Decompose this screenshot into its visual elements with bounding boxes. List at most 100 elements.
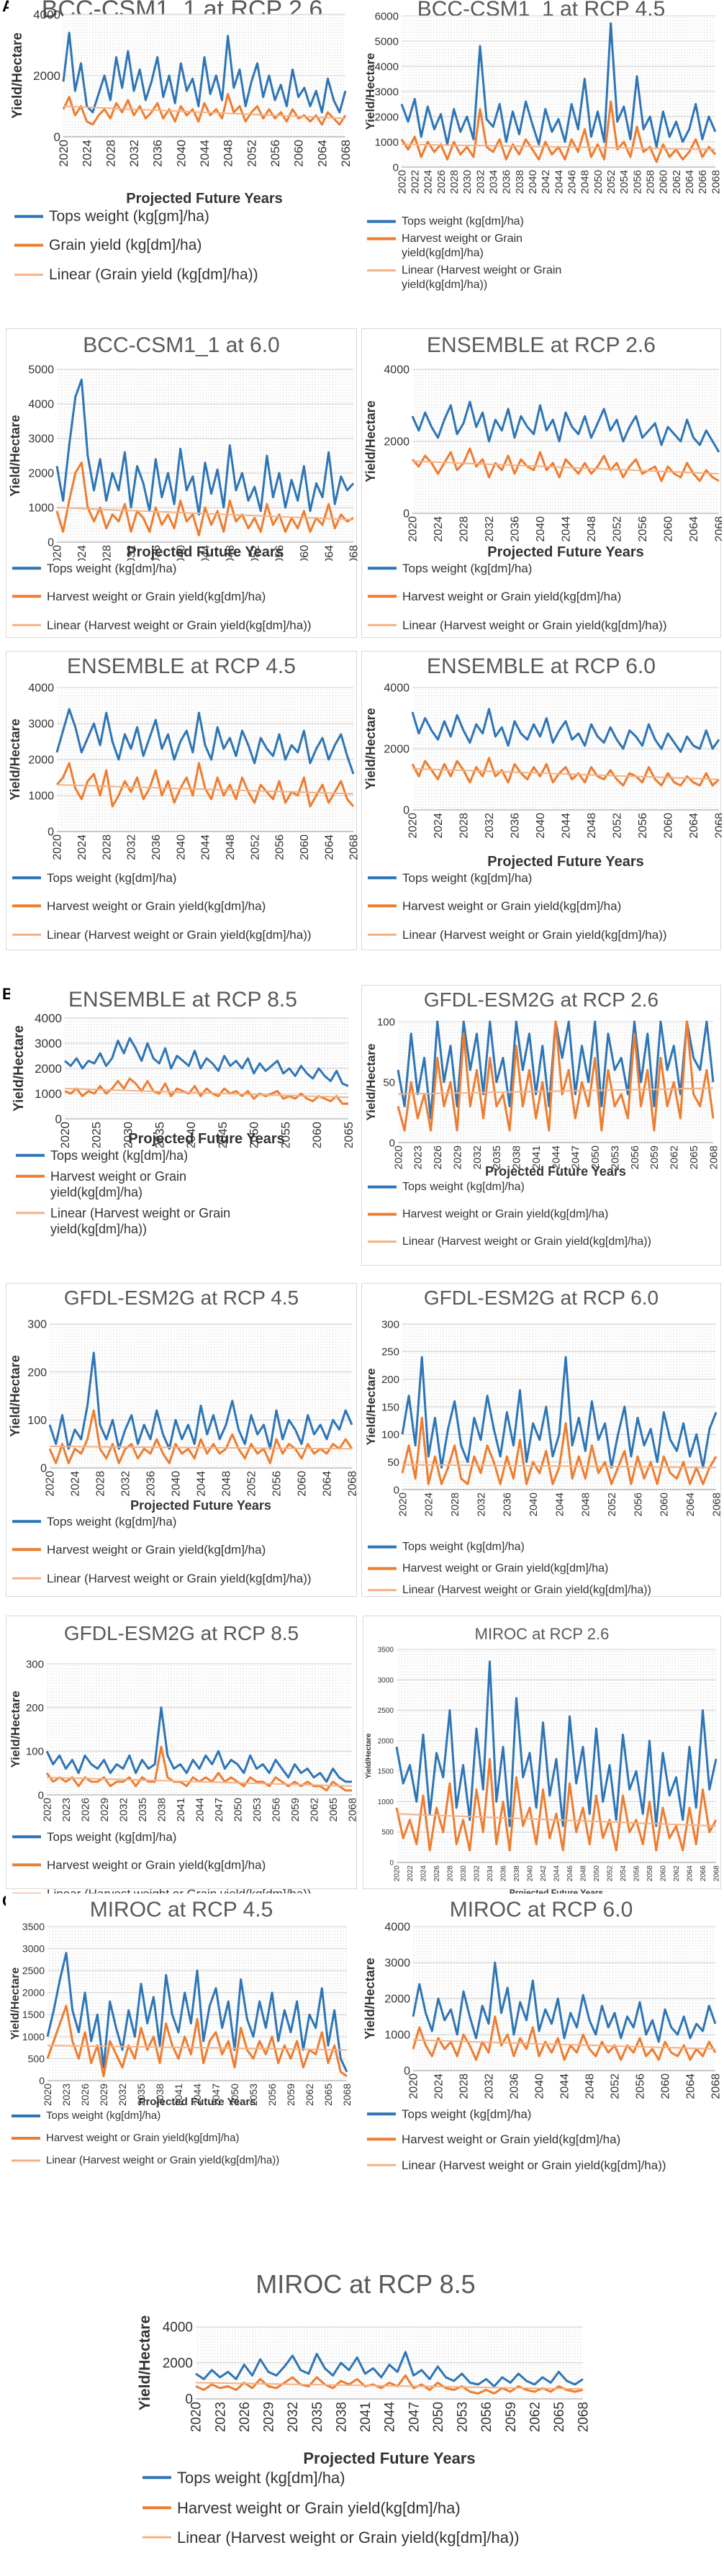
y-axis-label: Yield/Hectare bbox=[363, 1958, 377, 2039]
legend-label: Tops weight (kg[dm]/ha) bbox=[402, 215, 524, 228]
legend-item-linear: Linear (Harvest weight or Grain yield(kg… bbox=[142, 2528, 589, 2548]
x-tick-label: 2040 bbox=[527, 170, 539, 194]
series-line-linear bbox=[49, 1446, 353, 1450]
x-tick-label: 2053 bbox=[609, 1145, 621, 1169]
series-line-tops bbox=[64, 1037, 349, 1087]
x-tick-label: 2034 bbox=[487, 1865, 494, 1882]
series-line-grain bbox=[195, 2374, 584, 2395]
legend-item-linear: Linear (Harvest weight or Grain yield(kg… bbox=[12, 1571, 350, 1586]
x-tick-label: 2032 bbox=[127, 140, 141, 167]
x-tick-label: 2040 bbox=[527, 1865, 535, 1882]
x-tick-label: 2020 bbox=[394, 1865, 402, 1882]
y-tick-label: 4000 bbox=[384, 683, 409, 695]
x-axis-label: Projected Future Years bbox=[130, 1498, 271, 1513]
legend-item-tops: Tops weight (kg[dm]/ha) bbox=[12, 1514, 350, 1529]
x-tick-label: 2032 bbox=[117, 1798, 130, 1821]
x-tick-label: 2035 bbox=[310, 2402, 325, 2432]
x-tick-label: 2047 bbox=[213, 1798, 225, 1821]
x-tick-label: 2041 bbox=[358, 2402, 374, 2432]
legend-label: Linear (Harvest weight or Grain yield(kg… bbox=[50, 1205, 231, 1237]
x-tick-label: 2050 bbox=[431, 2402, 446, 2432]
legend-label: Linear (Harvest weight or Grain yield(kg… bbox=[47, 927, 312, 942]
series-line-grain bbox=[55, 762, 355, 808]
legend-label: Harvest weight or Grain yield(kg[dm]/ha) bbox=[402, 1562, 609, 1575]
y-tick-label: 3500 bbox=[22, 1921, 45, 1932]
x-tick-label: 2044 bbox=[196, 1471, 208, 1497]
y-tick-label: 0 bbox=[54, 130, 60, 144]
y-tick-label: 1000 bbox=[28, 791, 54, 803]
legend-swatch-grain bbox=[367, 2138, 396, 2141]
x-tick-label: 2068 bbox=[713, 1865, 721, 1882]
x-axis-label: Projected Future Years bbox=[485, 1164, 626, 1179]
x-tick-label: 2064 bbox=[688, 813, 700, 839]
x-tick-label: 2036 bbox=[500, 1865, 508, 1882]
x-tick-label: 2052 bbox=[612, 813, 624, 839]
x-tick-label: 2023 bbox=[60, 2084, 72, 2106]
legend-item-linear: Linear (Harvest weight or Grain yield(kg… bbox=[367, 264, 582, 292]
x-tick-label: 2020 bbox=[407, 516, 420, 542]
x-tick-label: 2044 bbox=[200, 834, 212, 860]
x-tick-label: 2052 bbox=[605, 170, 617, 194]
x-tick-label: 2056 bbox=[479, 2402, 494, 2432]
series-line-linear bbox=[402, 1464, 717, 1469]
x-tick-label: 2040 bbox=[175, 834, 187, 860]
x-tick-label: 2020 bbox=[189, 2402, 204, 2432]
x-tick-label: 2029 bbox=[98, 2084, 109, 2106]
x-tick-label: 2048 bbox=[586, 813, 598, 839]
chart-panel-miroc85: MIROC at RCP 8.5 0 2000 4000 2020 2023 2026 202… bbox=[137, 2269, 594, 2575]
y-tick-label: 500 bbox=[28, 2053, 45, 2064]
legend-swatch-grain bbox=[16, 1174, 45, 1178]
x-tick-label: 2040 bbox=[184, 1122, 198, 1148]
x-tick-label: 2060 bbox=[292, 140, 306, 167]
y-tick-label: 3000 bbox=[35, 1037, 62, 1050]
x-tick-label: 2068 bbox=[707, 1145, 720, 1169]
legend-label: Linear (Harvest weight or Grain yield(kg… bbox=[46, 2153, 280, 2166]
x-tick-label: 2044 bbox=[561, 516, 573, 542]
series-line-linear bbox=[56, 507, 354, 521]
legend-item-tops: Tops weight (kg[dm]/ha) bbox=[12, 2109, 351, 2123]
x-tick-label: 2034 bbox=[487, 170, 499, 194]
x-tick-label: 2048 bbox=[221, 1471, 233, 1497]
x-tick-label: 2059 bbox=[285, 2084, 297, 2106]
x-tick-label: 2046 bbox=[566, 170, 578, 194]
legend: Tops weight (kg[dm]/ha) Harvest weight or… bbox=[12, 1514, 350, 1599]
x-tick-label: 2030 bbox=[461, 170, 474, 194]
x-tick-label: 2064 bbox=[687, 1865, 694, 1882]
legend-item-tops: Tops weight (kg[dm]/ha) bbox=[368, 1540, 715, 1554]
legend-swatch-linear bbox=[16, 1211, 45, 1214]
y-tick-label: 100 bbox=[26, 1746, 44, 1758]
legend-item-tops: Tops weight (kg[dm]/ha) bbox=[367, 215, 582, 229]
x-tick-label: 2035 bbox=[137, 1798, 149, 1821]
legend-item-grain: Grain yield (kg[dm]/ha) bbox=[14, 236, 350, 255]
x-tick-label: 2024 bbox=[76, 545, 89, 561]
x-tick-label: 2065 bbox=[342, 1122, 356, 1148]
x-tick-label: 2060 bbox=[660, 1865, 668, 1882]
x-tick-label: 2052 bbox=[246, 1471, 258, 1497]
chart-panel-ens60: ENSEMBLE at RCP 6.0 0 2000 4000 2020 2024 2028… bbox=[361, 651, 722, 950]
x-axis-label: Projected Future Years bbox=[128, 1131, 285, 1147]
y-tick-label: 0 bbox=[393, 161, 399, 174]
x-tick-label: 2056 bbox=[629, 1145, 641, 1169]
legend-label: Linear (Harvest weight or Grain yield(kg… bbox=[402, 1235, 651, 1248]
legend: Tops weight (kg[dm]/ha) Harvest weight or… bbox=[12, 870, 350, 955]
y-tick-label: 3000 bbox=[28, 433, 54, 446]
legend-item-grain: Harvest weight or Grain yield(kg[dm]/ha) bbox=[12, 2132, 351, 2145]
y-tick-label: 3000 bbox=[384, 1958, 410, 1970]
x-axis-label: Projected Future Years bbox=[487, 854, 644, 870]
x-tick-label: 2050 bbox=[593, 1865, 601, 1882]
x-tick-label: 2028 bbox=[447, 1865, 455, 1882]
series-line-linear bbox=[397, 1087, 714, 1095]
x-tick-label: 2029 bbox=[99, 1798, 111, 1821]
x-tick-label: 2056 bbox=[635, 2073, 647, 2099]
series-line-tops bbox=[62, 32, 347, 114]
chart-svg: 0 2000 4000 2020 2023 2026 2029 2032 2035 2038 204… bbox=[137, 2315, 592, 2467]
x-tick-label: 2060 bbox=[663, 813, 675, 839]
legend-swatch-grain bbox=[12, 904, 41, 908]
x-tick-label: 2048 bbox=[584, 2073, 597, 2099]
x-tick-label: 2054 bbox=[620, 1865, 628, 1882]
y-tick-label: 2000 bbox=[28, 755, 54, 767]
x-tick-label: 2056 bbox=[633, 1865, 641, 1882]
y-axis-label: Yield/Hectare bbox=[364, 1368, 378, 1445]
y-axis-label: Yield/Hectare bbox=[137, 2315, 153, 2410]
legend-swatch-tops bbox=[16, 1153, 45, 1157]
